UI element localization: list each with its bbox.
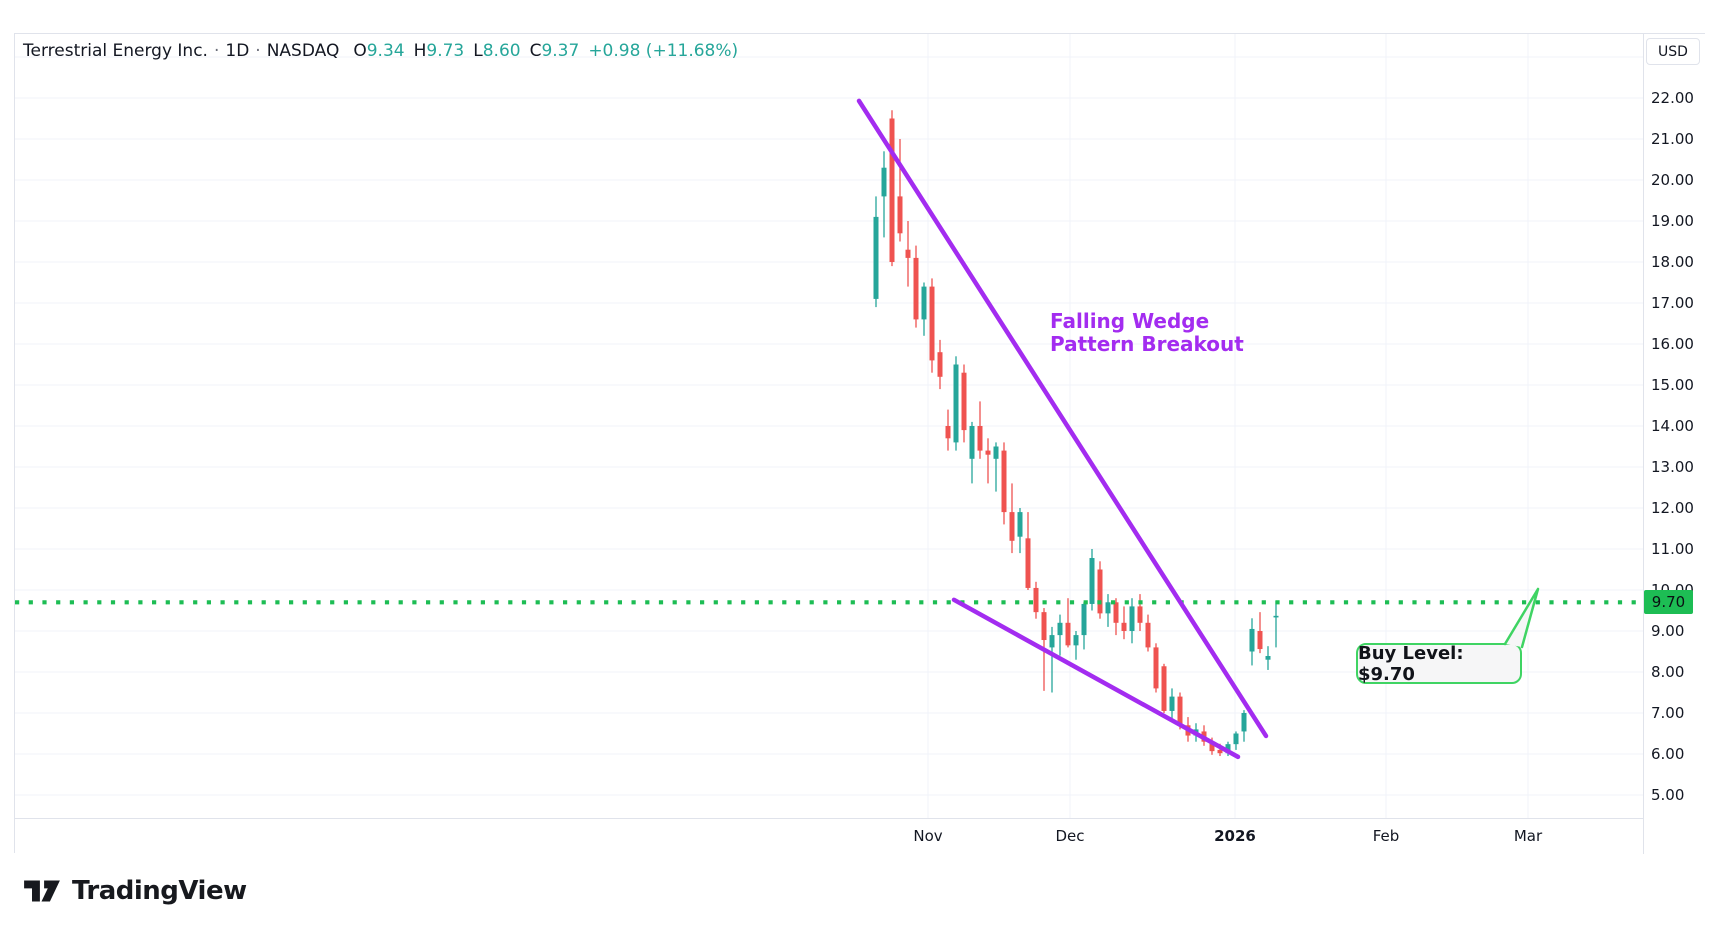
- price-tick-label: 19.00: [1651, 212, 1694, 230]
- wedge-annotation-line2: Pattern Breakout: [1050, 332, 1244, 356]
- horizontal-gridlines: [15, 56, 1643, 796]
- symbol-title: Terrestrial Energy Inc.: [23, 41, 208, 61]
- buy-level-callout-tail: [1504, 587, 1540, 649]
- price-tick-label: 17.00: [1651, 294, 1694, 312]
- price-tick-label: 16.00: [1651, 335, 1694, 353]
- legend-separator: ·: [255, 41, 261, 61]
- wedge-annotation-line1: Falling Wedge: [1050, 309, 1210, 333]
- close-value: 9.37: [541, 41, 580, 61]
- chart-frame: Terrestrial Energy Inc. · 1D · NASDAQ O9.34 H9…: [14, 33, 1706, 854]
- price-tick-label: 12.00: [1651, 499, 1694, 517]
- price-tick-label: 6.00: [1651, 745, 1685, 763]
- time-tick-label-2026: 2026: [1214, 827, 1256, 845]
- buy-line-price-badge: 9.70: [1644, 590, 1693, 615]
- legend-separator: ·: [213, 41, 220, 61]
- wedge-lower-trendline[interactable]: [951, 597, 1241, 760]
- price-tick-label: 18.00: [1651, 253, 1694, 271]
- low-value: 8.60: [482, 41, 521, 61]
- price-tick-label: 22.00: [1651, 89, 1694, 107]
- time-axis[interactable]: Nov Dec 2026 Feb Mar: [15, 818, 1643, 854]
- change-value: +0.98 (+11.68%): [588, 41, 739, 61]
- buy-level-callout[interactable]: Buy Level: $9.70: [1356, 642, 1522, 685]
- high-value: 9.73: [426, 41, 465, 61]
- ohlc-values: O9.34 H9.73 L8.60 C9.37 +0.98 (+11.68%): [353, 41, 738, 61]
- open-label: O: [353, 41, 367, 61]
- price-axis[interactable]: USD 22.00 21.00 20.00 19.00 18.00 17.00 16.00 1…: [1643, 34, 1706, 854]
- price-tick-label: 7.00: [1651, 704, 1685, 722]
- tradingview-logo-icon: [24, 880, 60, 902]
- interval-label: 1D: [225, 41, 250, 61]
- falling-wedge-annotation[interactable]: Falling Wedge Pattern Breakout: [1050, 310, 1244, 356]
- price-tick-label: 14.00: [1651, 417, 1694, 435]
- buy-level-text: Buy Level: $9.70: [1358, 642, 1464, 685]
- price-tick-label: 15.00: [1651, 376, 1694, 394]
- exchange-label: NASDAQ: [266, 41, 340, 61]
- price-tick-label: 8.00: [1651, 663, 1685, 681]
- tradingview-brand-link[interactable]: TradingView: [22, 874, 247, 908]
- candlesticks: [873, 110, 1279, 757]
- time-tick-label-dec: Dec: [1055, 827, 1085, 845]
- price-tick-label: 13.00: [1651, 458, 1694, 476]
- high-label: H: [413, 41, 427, 61]
- price-tick-label: 9.00: [1651, 622, 1685, 640]
- time-tick-label-feb: Feb: [1372, 827, 1400, 845]
- price-tick-label: 20.00: [1651, 171, 1694, 189]
- low-label: L: [473, 41, 483, 61]
- close-label: C: [529, 41, 542, 61]
- time-tick-label-nov: Nov: [913, 827, 943, 845]
- time-tick-label-mar: Mar: [1513, 827, 1543, 845]
- open-value: 9.34: [366, 41, 405, 61]
- symbol-legend: Terrestrial Energy Inc. · 1D · NASDAQ O9.34 H9…: [23, 41, 738, 61]
- price-tick-label: 5.00: [1651, 786, 1685, 804]
- tradingview-brand-text: TradingView: [72, 876, 247, 906]
- price-chart-plot[interactable]: [15, 34, 1643, 818]
- wedge-upper-trendline[interactable]: [856, 98, 1269, 739]
- price-tick-label: 11.00: [1651, 540, 1694, 558]
- price-tick-label: 21.00: [1651, 130, 1694, 148]
- currency-usd-button[interactable]: USD: [1646, 38, 1700, 65]
